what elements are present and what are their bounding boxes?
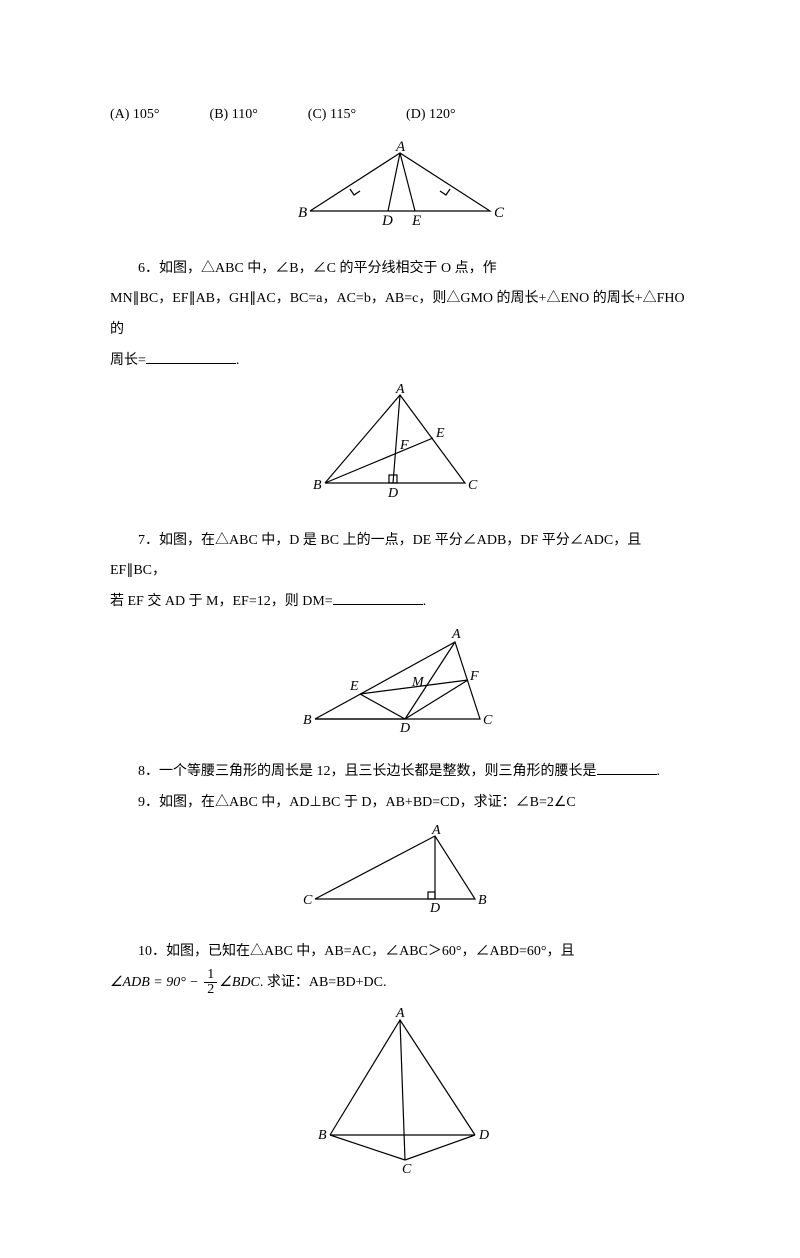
q8-blank xyxy=(597,760,657,775)
q6-label-C: C xyxy=(468,478,478,493)
q5-option-c: (C) 115° xyxy=(308,100,356,131)
q6-label-D: D xyxy=(387,486,398,501)
q7-label-F: F xyxy=(469,669,479,684)
q9-figure: A B C D xyxy=(110,824,690,927)
q10-formula-suffix: ∠BDC xyxy=(219,975,260,990)
q10-line2: ∠ADB = 90° − 12∠BDC. 求证：AB=BD+DC. xyxy=(110,968,690,999)
q6-figure: A B C D E F xyxy=(110,383,690,516)
q5-option-a: (A) 105° xyxy=(110,100,160,131)
q7-blank xyxy=(333,590,423,605)
q5-options: (A) 105° (B) 110° (C) 115° (D) 120° xyxy=(110,100,690,131)
q10-line2-text: . 求证：AB=BD+DC. xyxy=(260,975,387,990)
q9-text: 9．如图，在△ABC 中，AD⊥BC 于 D，AB+BD=CD，求证：∠B=2∠… xyxy=(110,788,690,819)
q5-option-d: (D) 120° xyxy=(406,100,456,131)
q5-label-A: A xyxy=(395,141,406,155)
q5-label-D: D xyxy=(381,213,393,229)
q10-frac-num: 1 xyxy=(204,968,217,983)
q8-text-a: 8．一个等腰三角形的周长是 12，且三长边长都是整数，则三角形的腰长是 xyxy=(138,764,597,779)
q6-line2a: MN∥BC，EF∥AB，GH∥AC，BC=a，AC=b，AB=c，则△GMO 的… xyxy=(110,291,685,337)
q9-label-D: D xyxy=(429,901,440,914)
q7-figure: A B C D E F M xyxy=(110,624,690,747)
q10-label-D: D xyxy=(478,1128,489,1143)
q9-label-C: C xyxy=(303,893,313,908)
q10-frac-den: 2 xyxy=(204,983,217,997)
q6-label-E: E xyxy=(435,426,445,441)
q5-figure: A B C D E xyxy=(110,141,690,244)
q6-line2: MN∥BC，EF∥AB，GH∥AC，BC=a，AC=b，AB=c，则△GMO 的… xyxy=(110,284,690,346)
q10-label-B: B xyxy=(318,1128,327,1143)
q10-fraction: 12 xyxy=(204,968,217,997)
q8: 8．一个等腰三角形的周长是 12，且三长边长都是整数，则三角形的腰长是. xyxy=(110,757,690,788)
q7-line2a: 若 EF 交 AD 于 M，EF=12，则 DM= xyxy=(110,594,333,609)
q7-label-B: B xyxy=(303,713,312,728)
q6-line3: 周长=. xyxy=(110,346,690,377)
q7-line2: 若 EF 交 AD 于 M，EF=12，则 DM=. xyxy=(110,587,690,618)
q8-text-b: . xyxy=(657,764,661,779)
q5-label-C: C xyxy=(494,205,505,221)
q6-label-F: F xyxy=(399,438,409,453)
q10-label-A: A xyxy=(395,1006,405,1021)
q10-line1: 10．如图，已知在△ABC 中，AB=AC，∠ABC＞60°，∠ABD=60°，… xyxy=(110,937,690,968)
q6-blank xyxy=(146,349,236,364)
q9-label-B: B xyxy=(478,893,487,908)
q7-label-C: C xyxy=(483,713,493,728)
q5-option-b: (B) 110° xyxy=(210,100,258,131)
q9-label-A: A xyxy=(431,824,441,838)
q7-line1: 7．如图，在△ABC 中，D 是 BC 上的一点，DE 平分∠ADB，DF 平分… xyxy=(110,526,690,588)
q6-label-A: A xyxy=(395,383,405,397)
q10-label-C: C xyxy=(402,1162,412,1175)
q6-line2b: 周长= xyxy=(110,353,146,368)
q10-figure: A B C D xyxy=(110,1005,690,1188)
q5-label-B: B xyxy=(298,205,307,221)
page: (A) 105° (B) 110° (C) 115° (D) 120° A B … xyxy=(0,0,800,1258)
q6-label-B: B xyxy=(313,478,322,493)
q7-label-D: D xyxy=(399,721,410,734)
q7-line2b: . xyxy=(423,594,427,609)
q7-label-M: M xyxy=(411,675,425,690)
q6-line2c: . xyxy=(236,353,240,368)
q10-formula-prefix: ∠ADB = 90° − xyxy=(110,975,202,990)
q7-label-E: E xyxy=(349,679,359,694)
q6-line1: 6．如图，△ABC 中，∠B，∠C 的平分线相交于 O 点，作 xyxy=(110,254,690,285)
q7-label-A: A xyxy=(451,627,461,642)
q5-label-E: E xyxy=(411,213,421,229)
